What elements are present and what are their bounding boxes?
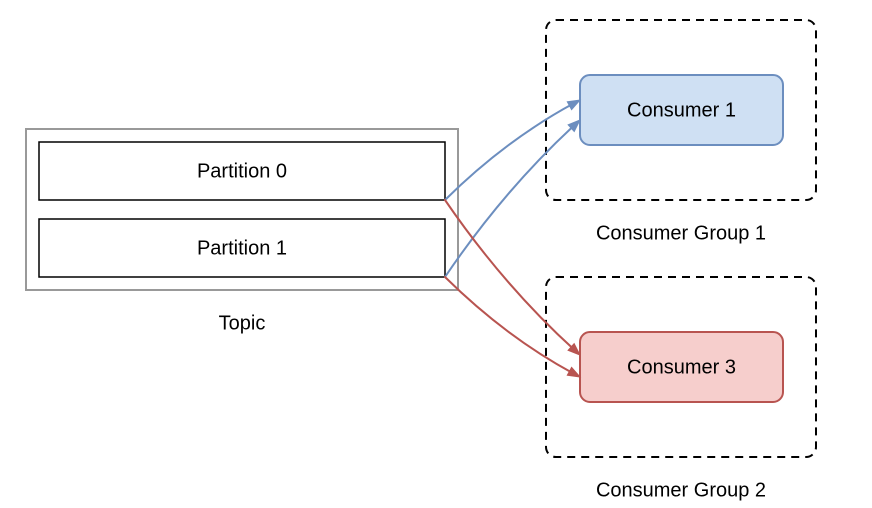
consumer-label: Consumer 3 [627,356,736,378]
consumer-label: Consumer 1 [627,99,736,121]
consumer-group-label: Consumer Group 2 [596,479,766,501]
consumer-box: Consumer 1 [580,75,783,145]
partition-box-1: Partition 1 [39,219,445,277]
partition-label: Partition 1 [197,237,287,259]
topic-label: Topic [219,312,266,334]
consumer-group-label: Consumer Group 1 [596,222,766,244]
consumer-box: Consumer 3 [580,332,783,402]
partition-box-0: Partition 0 [39,142,445,200]
partition-label: Partition 0 [197,160,287,182]
